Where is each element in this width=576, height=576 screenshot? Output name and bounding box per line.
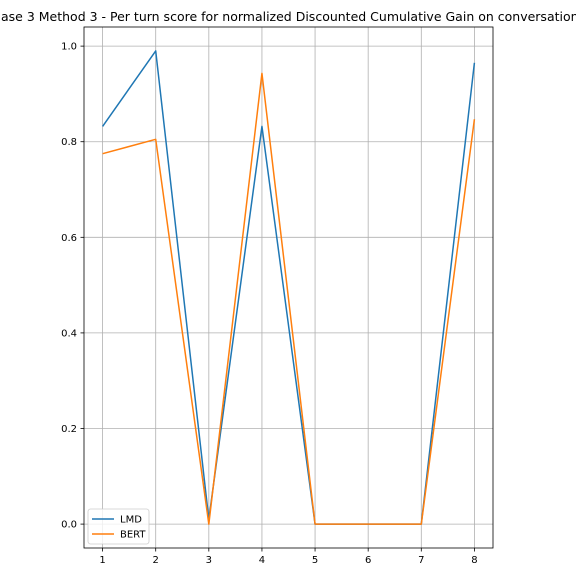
series-line-lmd [101, 50, 476, 525]
axis-ticks: 1 2 3 4 5 6 7 8 0.0 0.2 0.4 0.6 0.8 1.0 [61, 42, 478, 566]
y-tick-label-0: 0.0 [61, 520, 77, 531]
y-tick-label-1: 0.2 [61, 424, 77, 435]
y-tick-label-2: 0.4 [61, 328, 77, 339]
chart-title: Phase 3 Method 3 - Per turn score for no… [0, 9, 576, 24]
series-lines [101, 50, 476, 525]
y-tick-label-3: 0.6 [61, 233, 77, 244]
x-tick-label-3: 4 [259, 555, 265, 566]
series-line-bert [102, 72, 476, 525]
x-tick-label-1: 2 [153, 555, 159, 566]
legend-box [87, 508, 150, 545]
legend: LMD BERT [87, 508, 150, 545]
legend-label-lmd: LMD [120, 515, 142, 526]
x-tick-label-7: 8 [471, 555, 477, 566]
x-tick-label-5: 6 [365, 555, 371, 566]
x-tick-label-6: 7 [418, 555, 424, 566]
gridlines [84, 27, 493, 548]
x-tick-label-2: 3 [206, 555, 212, 566]
x-tick-label-0: 1 [99, 555, 105, 566]
x-tick-label-4: 5 [312, 555, 318, 566]
y-tick-label-5: 1.0 [61, 42, 77, 53]
y-tick-label-4: 0.8 [61, 137, 77, 148]
legend-label-bert: BERT [120, 530, 146, 541]
plot-area [83, 26, 494, 549]
